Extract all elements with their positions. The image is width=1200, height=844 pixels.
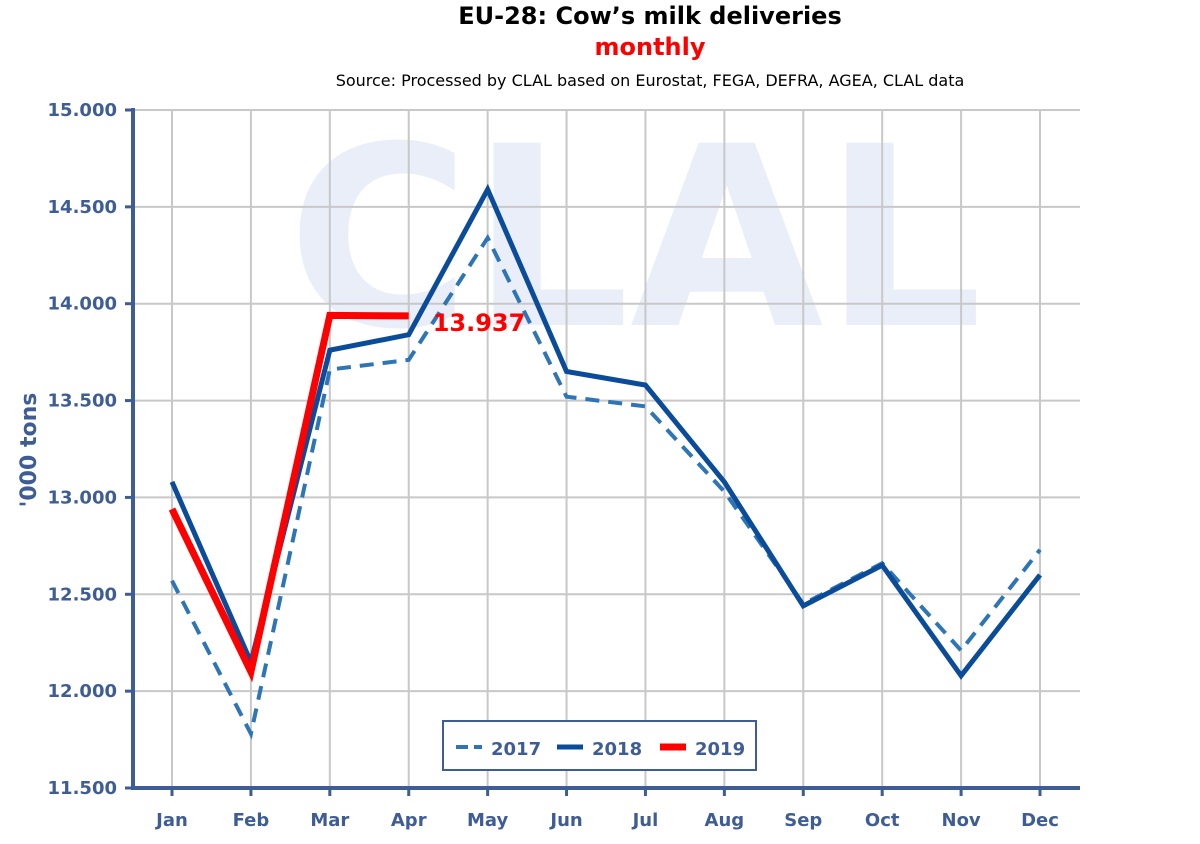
x-tick-label: Aug xyxy=(705,810,745,831)
x-tick-label: Oct xyxy=(865,810,900,831)
chart-subtitle: monthly xyxy=(594,33,705,61)
x-tick-label: Feb xyxy=(233,810,270,831)
x-tick-label: Dec xyxy=(1021,810,1059,831)
legend-label-2018: 2018 xyxy=(592,739,642,760)
x-tick-label: Jun xyxy=(548,810,582,831)
legend-box xyxy=(442,720,757,771)
x-tick-label: Apr xyxy=(391,810,427,831)
data-label-annotation: 13.937 xyxy=(433,309,526,337)
axes xyxy=(125,108,1080,796)
x-tick-label: Jan xyxy=(154,810,188,831)
x-tick-label: May xyxy=(467,810,509,831)
series-line-2017 xyxy=(170,233,1042,740)
series-line-2019 xyxy=(168,311,409,683)
y-tick-label: 13.000 xyxy=(48,487,117,508)
x-tick-label: Sep xyxy=(784,810,822,831)
series-lines xyxy=(168,183,1042,740)
x-tick-labels: Jan Feb Mar Apr May Jun Jul Aug Sep Oct Nov Dec xyxy=(154,810,1059,831)
chart-source: Source: Processed by CLAL based on Euros… xyxy=(336,71,965,90)
x-tick-label: Nov xyxy=(942,810,981,831)
chart-title: EU-28: Cow’s milk deliveries xyxy=(458,2,841,30)
y-tick-label: 14.500 xyxy=(48,197,117,218)
y-tick-label: 12.000 xyxy=(48,681,117,702)
legend-label-2017: 2017 xyxy=(491,739,541,760)
y-tick-label: 11.500 xyxy=(48,778,117,799)
y-axis-label: '000 tons xyxy=(17,393,42,508)
annotations: 13.937 xyxy=(433,309,526,337)
series-line-2018 xyxy=(169,183,1042,680)
legend-label-2019: 2019 xyxy=(695,739,745,760)
y-tick-label: 14.000 xyxy=(48,294,117,315)
y-tick-label: 13.500 xyxy=(48,391,117,412)
y-tick-labels: 11.500 12.000 12.500 13.000 13.500 14.000 14.5… xyxy=(48,100,117,799)
y-tick-label: 15.000 xyxy=(48,100,117,121)
legend: 2017 2018 2019 xyxy=(442,720,757,771)
x-tick-label: Jul xyxy=(631,810,659,831)
x-tick-label: Mar xyxy=(310,810,349,831)
y-tick-label: 12.500 xyxy=(48,584,117,605)
